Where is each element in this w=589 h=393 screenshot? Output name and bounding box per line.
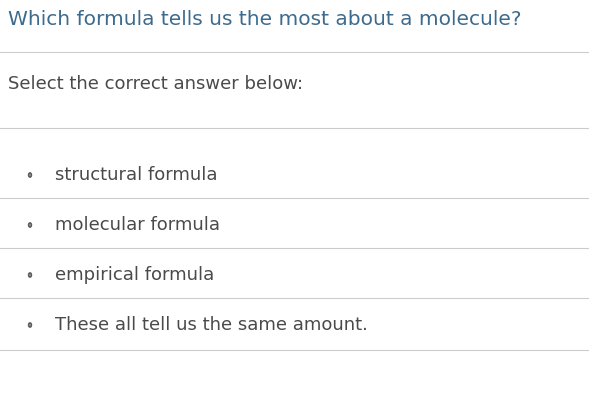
Text: molecular formula: molecular formula xyxy=(55,216,220,234)
Text: These all tell us the same amount.: These all tell us the same amount. xyxy=(55,316,368,334)
Text: empirical formula: empirical formula xyxy=(55,266,214,284)
Text: Which formula tells us the most about a molecule?: Which formula tells us the most about a … xyxy=(8,10,521,29)
Text: structural formula: structural formula xyxy=(55,166,217,184)
Text: Select the correct answer below:: Select the correct answer below: xyxy=(8,75,303,93)
